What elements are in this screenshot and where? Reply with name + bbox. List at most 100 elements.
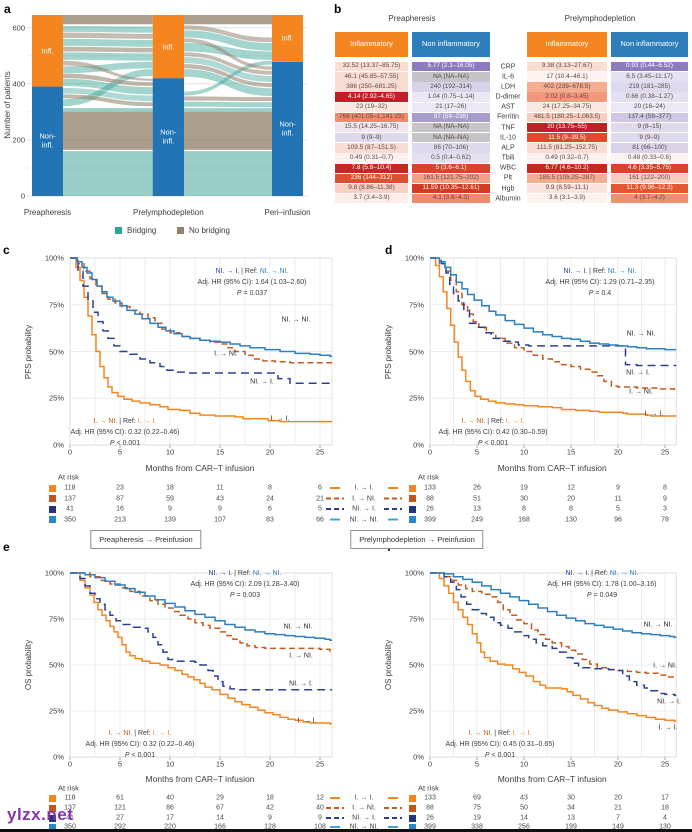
y-tick-label: 0% bbox=[413, 752, 424, 762]
table-cell: 0.49 (0.32–0.7) bbox=[527, 153, 607, 163]
x-tick-label: 15 bbox=[215, 447, 225, 457]
x-tick-label: 15 bbox=[215, 759, 225, 769]
table-cell: 81 (66–100) bbox=[611, 143, 688, 153]
flow-no-bridging bbox=[63, 15, 153, 25]
table-cell: NA (NA–NA) bbox=[412, 122, 490, 133]
row-label-tnf: TNF bbox=[501, 124, 515, 132]
y-axis-label: PFS probability bbox=[24, 324, 33, 379]
at-risk-value: 26 bbox=[473, 484, 481, 492]
at-risk-value: 130 bbox=[659, 823, 671, 831]
at-risk-value: 8 bbox=[268, 484, 272, 492]
at-risk-value: 21 bbox=[316, 495, 324, 502]
table-cell: 1.04 (0.75–1.14) bbox=[412, 92, 490, 102]
at-risk-label: At risk bbox=[58, 783, 79, 793]
at-risk-value: 121 bbox=[114, 804, 126, 812]
x-tick-label: 5 bbox=[117, 759, 123, 769]
flow-no-bridging bbox=[63, 60, 153, 81]
column-header-infl: Inflammatory bbox=[527, 32, 607, 57]
legend-label: I. → NI. bbox=[352, 804, 376, 812]
y-tick-label: 0% bbox=[413, 440, 424, 450]
at-risk-value: 118 bbox=[64, 794, 76, 802]
table-cell: 3.6 (3.1–3.9) bbox=[527, 193, 607, 204]
row-label-tbili: Tbili bbox=[501, 154, 515, 162]
bar-inflammatory bbox=[32, 15, 63, 87]
table-cell: 161.5 (121.75–202) bbox=[412, 173, 490, 184]
at-risk-swatch bbox=[409, 794, 416, 802]
at-risk-value: 83 bbox=[266, 516, 274, 523]
bar-label-noninfl: infl. bbox=[281, 128, 294, 138]
x-tick-label: 5 bbox=[474, 759, 480, 769]
flow-bridging bbox=[184, 57, 272, 83]
flow-bridging bbox=[184, 101, 272, 108]
at-risk-value: 338 bbox=[471, 823, 483, 831]
at-risk-value: 23 bbox=[116, 484, 124, 492]
at-risk-value: 43 bbox=[216, 495, 224, 502]
table-cell: 161 (122–200) bbox=[611, 173, 688, 184]
table-cell: 0.48 (0.33–0.6) bbox=[611, 153, 688, 163]
at-risk-value: 399 bbox=[424, 516, 436, 523]
curve-label: NI. → I. bbox=[657, 698, 681, 706]
ann-bottom-c: I. → NI. | Ref: I. → I. Adj. HR (95% CI):… bbox=[70, 418, 180, 447]
flow-bridging bbox=[184, 60, 272, 96]
flow-bridging bbox=[184, 151, 272, 196]
table-cell: 6.77 (4.6–10.2) bbox=[527, 163, 607, 173]
plot-border bbox=[429, 257, 677, 446]
table-cell: 111.5 (81.25–152.75) bbox=[527, 143, 607, 153]
legend-label: I. → I. bbox=[354, 794, 374, 802]
legend-label: No bridging bbox=[189, 226, 230, 235]
at-risk-value: 50 bbox=[520, 804, 528, 812]
y-axis-label: PFS probability bbox=[384, 324, 393, 379]
at-risk-value: 350 bbox=[64, 516, 76, 523]
y-tick-label: 25% bbox=[408, 706, 424, 716]
table-cell: 5.77 (2.1–16.05) bbox=[412, 62, 490, 72]
at-risk-swatch bbox=[49, 495, 56, 502]
at-risk-value: 133 bbox=[424, 484, 436, 492]
x-tick-label: 5 bbox=[117, 447, 123, 457]
table-cell: 20 (16–24) bbox=[611, 102, 688, 112]
table-cell: 4 (3.7–4.2) bbox=[611, 193, 688, 204]
table-cell: 3.7 (3.4–3.9) bbox=[335, 193, 408, 204]
y-tick-label: 75% bbox=[408, 300, 424, 309]
x-tick-label: 5 bbox=[474, 447, 480, 457]
x-tick-label: 20 bbox=[265, 759, 275, 769]
at-risk-value: 5 bbox=[616, 505, 620, 513]
row-label-il-10: IL-10 bbox=[500, 134, 516, 142]
at-risk-value: 4 bbox=[663, 814, 667, 822]
flow-no-bridging bbox=[184, 15, 272, 25]
y-tick-label: 50% bbox=[48, 660, 64, 670]
at-risk-value: 20 bbox=[567, 495, 575, 502]
bar-label-infl: Infl. bbox=[162, 41, 175, 51]
column-header-infl: Inflammatory bbox=[335, 32, 408, 57]
box-title-preapheresis-preinfusion: Preapheresis → Preinfusion bbox=[90, 530, 202, 549]
table-cell: 32.52 (13.37–85.75) bbox=[335, 62, 408, 72]
flow-bridging bbox=[184, 30, 272, 51]
km-curve-NI-I- bbox=[430, 572, 677, 697]
bar-inflammatory bbox=[272, 15, 303, 62]
flow-no-bridging bbox=[184, 25, 272, 43]
at-risk-label: At risk bbox=[418, 472, 439, 482]
table-title-prelymphodepletion: Prelymphodepletion bbox=[564, 14, 636, 23]
km-curve-I-NI- bbox=[70, 572, 332, 652]
x-tick-label: 20 bbox=[613, 447, 623, 457]
legend-label: Bridging bbox=[127, 226, 157, 235]
at-risk-value: 78 bbox=[661, 516, 669, 523]
table-cell: 9.38 (3.13–27.67) bbox=[527, 62, 607, 72]
legend-label: NI. → NI. bbox=[349, 516, 379, 523]
at-risk-swatch bbox=[49, 814, 56, 822]
table-cell: 9.9 (8.59–11.1) bbox=[527, 183, 607, 194]
at-risk-label: At risk bbox=[418, 783, 439, 793]
ann-top-f: NI. → I. | Ref: NI. → NI. Adj. HR (95% CI… bbox=[547, 570, 657, 599]
row-label-d-dimer: D-dimer bbox=[495, 93, 521, 101]
x-tick-label: 20 bbox=[265, 447, 275, 457]
at-risk-value: 18 bbox=[661, 804, 669, 812]
plot-border bbox=[69, 257, 333, 446]
flow-no-bridging bbox=[184, 111, 272, 150]
bar-label-infl: Infl. bbox=[41, 46, 54, 56]
at-risk-value: 20 bbox=[614, 794, 622, 802]
at-risk-value: 213 bbox=[114, 516, 126, 523]
plot-border bbox=[429, 572, 677, 758]
x-axis-label: Months from CAR–T infusion bbox=[145, 773, 255, 784]
bar-inflammatory bbox=[152, 15, 184, 79]
category-label: Preapheresis bbox=[23, 208, 72, 217]
